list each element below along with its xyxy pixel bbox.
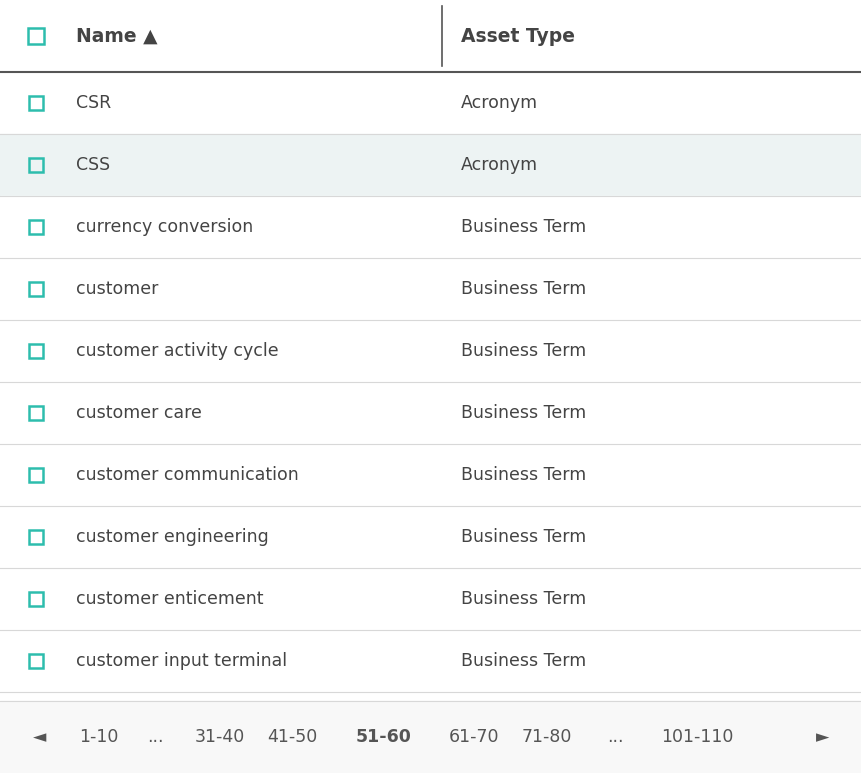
Text: CSS: CSS	[76, 156, 110, 174]
Text: Acronym: Acronym	[461, 94, 538, 112]
FancyBboxPatch shape	[29, 592, 43, 606]
FancyBboxPatch shape	[29, 282, 43, 296]
Bar	[0, 320, 861, 382]
Text: ►: ►	[815, 728, 829, 746]
FancyBboxPatch shape	[29, 158, 43, 172]
FancyBboxPatch shape	[29, 530, 43, 544]
Text: 41-50: 41-50	[268, 728, 318, 746]
Bar	[0, 444, 861, 506]
Text: 1-10: 1-10	[79, 728, 119, 746]
Text: customer communication: customer communication	[76, 466, 299, 484]
Bar	[0, 134, 861, 196]
Text: ◄: ◄	[33, 728, 46, 746]
Bar	[0, 630, 861, 692]
Text: Asset Type: Asset Type	[461, 26, 574, 46]
FancyBboxPatch shape	[29, 344, 43, 358]
Text: customer: customer	[76, 280, 158, 298]
Bar	[0, 258, 861, 320]
Text: Business Term: Business Term	[461, 218, 585, 236]
Text: Business Term: Business Term	[461, 342, 585, 360]
Text: customer activity cycle: customer activity cycle	[76, 342, 278, 360]
Text: customer input terminal: customer input terminal	[76, 652, 287, 670]
Text: Name ▲: Name ▲	[76, 26, 158, 46]
Text: Business Term: Business Term	[461, 466, 585, 484]
Bar	[0, 0, 861, 72]
Text: Acronym: Acronym	[461, 156, 538, 174]
FancyBboxPatch shape	[29, 654, 43, 668]
Bar	[0, 382, 861, 444]
Text: customer engineering: customer engineering	[76, 528, 269, 546]
Text: 71-80: 71-80	[522, 728, 572, 746]
Text: 31-40: 31-40	[195, 728, 245, 746]
Text: ...: ...	[607, 728, 624, 746]
FancyBboxPatch shape	[29, 468, 43, 482]
Bar	[0, 506, 861, 568]
Bar	[0, 72, 861, 134]
Text: currency conversion: currency conversion	[76, 218, 253, 236]
FancyBboxPatch shape	[29, 220, 43, 234]
Text: Business Term: Business Term	[461, 280, 585, 298]
Text: 61-70: 61-70	[449, 728, 499, 746]
FancyBboxPatch shape	[29, 406, 43, 420]
Text: customer care: customer care	[76, 404, 201, 422]
FancyBboxPatch shape	[28, 28, 44, 44]
Text: ...: ...	[146, 728, 164, 746]
Text: Business Term: Business Term	[461, 652, 585, 670]
Text: Business Term: Business Term	[461, 404, 585, 422]
Bar	[0, 196, 861, 258]
Text: CSR: CSR	[76, 94, 111, 112]
Text: customer enticement: customer enticement	[76, 590, 263, 608]
Text: 51-60: 51-60	[356, 728, 411, 746]
Text: 101-110: 101-110	[661, 728, 734, 746]
Bar	[0, 568, 861, 630]
FancyBboxPatch shape	[29, 96, 43, 110]
Bar	[0, 701, 861, 773]
Text: Business Term: Business Term	[461, 590, 585, 608]
Text: Business Term: Business Term	[461, 528, 585, 546]
